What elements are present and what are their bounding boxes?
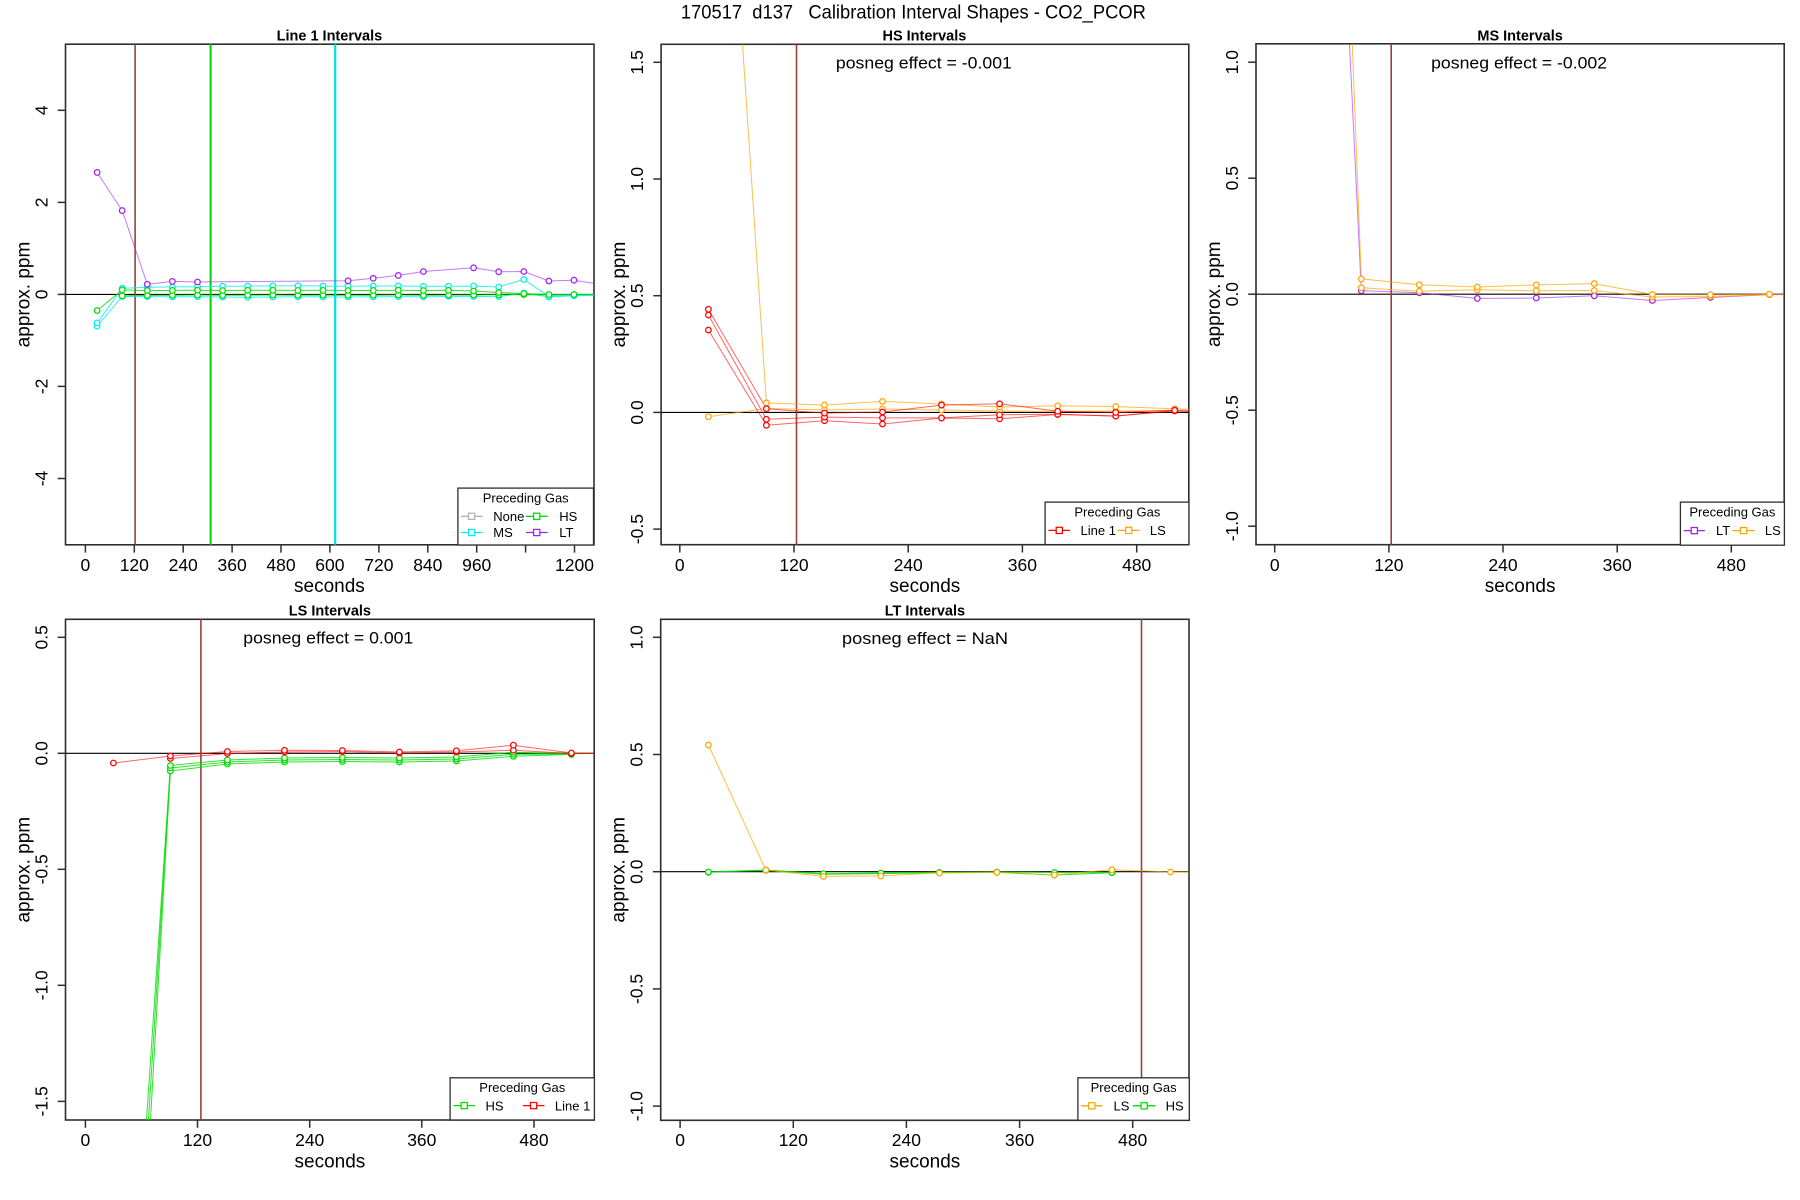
- svg-text:MS: MS: [493, 525, 513, 540]
- svg-text:-1.5: -1.5: [32, 1086, 52, 1116]
- svg-text:1.0: 1.0: [1222, 50, 1242, 75]
- svg-text:240: 240: [894, 555, 923, 575]
- svg-text:120: 120: [779, 1130, 808, 1150]
- svg-text:LS: LS: [1114, 1099, 1130, 1114]
- svg-text:HS: HS: [559, 509, 577, 524]
- svg-text:Preceding Gas: Preceding Gas: [479, 1080, 565, 1095]
- svg-text:LT Intervals: LT Intervals: [885, 603, 965, 619]
- svg-text:seconds: seconds: [890, 576, 961, 597]
- svg-text:approx. ppm: approx. ppm: [1204, 241, 1225, 347]
- svg-text:960: 960: [462, 555, 491, 575]
- svg-text:0.5: 0.5: [32, 625, 52, 649]
- svg-text:HS Intervals: HS Intervals: [882, 28, 966, 44]
- svg-text:-0.5: -0.5: [627, 974, 647, 1004]
- svg-text:-1.0: -1.0: [32, 970, 52, 1000]
- svg-text:840: 840: [413, 555, 442, 575]
- svg-text:Preceding Gas: Preceding Gas: [1091, 1080, 1177, 1095]
- svg-text:240: 240: [892, 1130, 921, 1150]
- svg-text:LS Intervals: LS Intervals: [289, 603, 371, 619]
- svg-text:posneg effect = 0.001: posneg effect = 0.001: [243, 629, 413, 648]
- svg-text:480: 480: [1118, 1130, 1147, 1150]
- svg-text:720: 720: [364, 555, 393, 575]
- svg-text:0: 0: [1270, 555, 1280, 575]
- svg-text:posneg effect = NaN: posneg effect = NaN: [842, 629, 1008, 648]
- svg-text:None: None: [493, 509, 524, 524]
- svg-text:approx. ppm: approx. ppm: [14, 242, 35, 348]
- svg-text:Preceding Gas: Preceding Gas: [1074, 505, 1160, 520]
- svg-text:0.5: 0.5: [627, 284, 647, 308]
- svg-text:-0.5: -0.5: [32, 854, 52, 884]
- svg-text:170517 d137 Calibration Int: 170517 d137 Calibration Interval Shapes …: [681, 2, 1146, 24]
- svg-text:480: 480: [519, 1130, 548, 1150]
- svg-text:0.0: 0.0: [32, 741, 52, 766]
- svg-text:MS Intervals: MS Intervals: [1477, 28, 1562, 44]
- svg-text:0: 0: [81, 555, 91, 575]
- svg-text:-1.0: -1.0: [627, 1091, 647, 1121]
- svg-text:seconds: seconds: [1485, 576, 1556, 597]
- svg-text:0.0: 0.0: [627, 859, 647, 884]
- svg-text:1.0: 1.0: [627, 625, 647, 650]
- svg-text:Line 1: Line 1: [1081, 523, 1116, 538]
- svg-text:360: 360: [1603, 555, 1632, 575]
- svg-text:LS: LS: [1765, 523, 1781, 538]
- svg-text:LT: LT: [559, 525, 573, 540]
- svg-text:-1.0: -1.0: [1222, 511, 1242, 541]
- svg-text:480: 480: [1122, 555, 1151, 575]
- svg-text:posneg effect = -0.001: posneg effect = -0.001: [836, 54, 1012, 73]
- svg-text:0.0: 0.0: [627, 400, 647, 425]
- svg-text:HS: HS: [1166, 1099, 1184, 1114]
- svg-text:0.5: 0.5: [627, 742, 647, 766]
- svg-text:0: 0: [675, 555, 685, 575]
- svg-text:seconds: seconds: [295, 1151, 366, 1172]
- svg-text:0.0: 0.0: [1222, 282, 1242, 307]
- svg-text:120: 120: [779, 555, 808, 575]
- svg-text:480: 480: [1717, 555, 1746, 575]
- svg-text:-2: -2: [32, 379, 52, 395]
- svg-text:360: 360: [217, 555, 246, 575]
- svg-text:1.5: 1.5: [627, 50, 647, 74]
- svg-text:240: 240: [295, 1130, 324, 1150]
- svg-text:120: 120: [120, 555, 149, 575]
- svg-text:2: 2: [32, 198, 52, 208]
- svg-text:approx. ppm: approx. ppm: [14, 817, 35, 923]
- svg-text:240: 240: [169, 555, 198, 575]
- svg-text:seconds: seconds: [890, 1151, 961, 1172]
- svg-text:360: 360: [1005, 1130, 1034, 1150]
- svg-text:seconds: seconds: [294, 576, 365, 597]
- svg-text:600: 600: [315, 555, 344, 575]
- svg-text:0: 0: [32, 289, 52, 299]
- svg-text:1200: 1200: [555, 555, 594, 575]
- svg-text:1.0: 1.0: [627, 167, 647, 192]
- svg-text:approx. ppm: approx. ppm: [609, 817, 630, 923]
- svg-text:0: 0: [675, 1130, 685, 1150]
- svg-text:LT: LT: [1716, 523, 1730, 538]
- svg-text:Line 1: Line 1: [555, 1098, 590, 1113]
- svg-text:480: 480: [266, 555, 295, 575]
- svg-text:4: 4: [32, 105, 52, 115]
- svg-text:LS: LS: [1150, 523, 1166, 538]
- svg-text:0.5: 0.5: [1222, 166, 1242, 190]
- svg-text:0: 0: [81, 1130, 91, 1150]
- svg-text:120: 120: [183, 1130, 212, 1150]
- svg-text:Line 1 Intervals: Line 1 Intervals: [277, 28, 383, 44]
- svg-text:-0.5: -0.5: [627, 514, 647, 544]
- svg-text:HS: HS: [486, 1098, 504, 1113]
- svg-text:Preceding Gas: Preceding Gas: [483, 491, 569, 506]
- svg-text:240: 240: [1488, 555, 1517, 575]
- svg-text:posneg effect = -0.002: posneg effect = -0.002: [1431, 54, 1607, 73]
- svg-text:360: 360: [1008, 555, 1037, 575]
- svg-text:Preceding Gas: Preceding Gas: [1689, 504, 1775, 519]
- svg-text:approx. ppm: approx. ppm: [609, 242, 630, 348]
- svg-text:120: 120: [1374, 555, 1403, 575]
- svg-text:-0.5: -0.5: [1222, 395, 1242, 425]
- svg-text:-4: -4: [32, 470, 52, 486]
- svg-text:360: 360: [407, 1130, 436, 1150]
